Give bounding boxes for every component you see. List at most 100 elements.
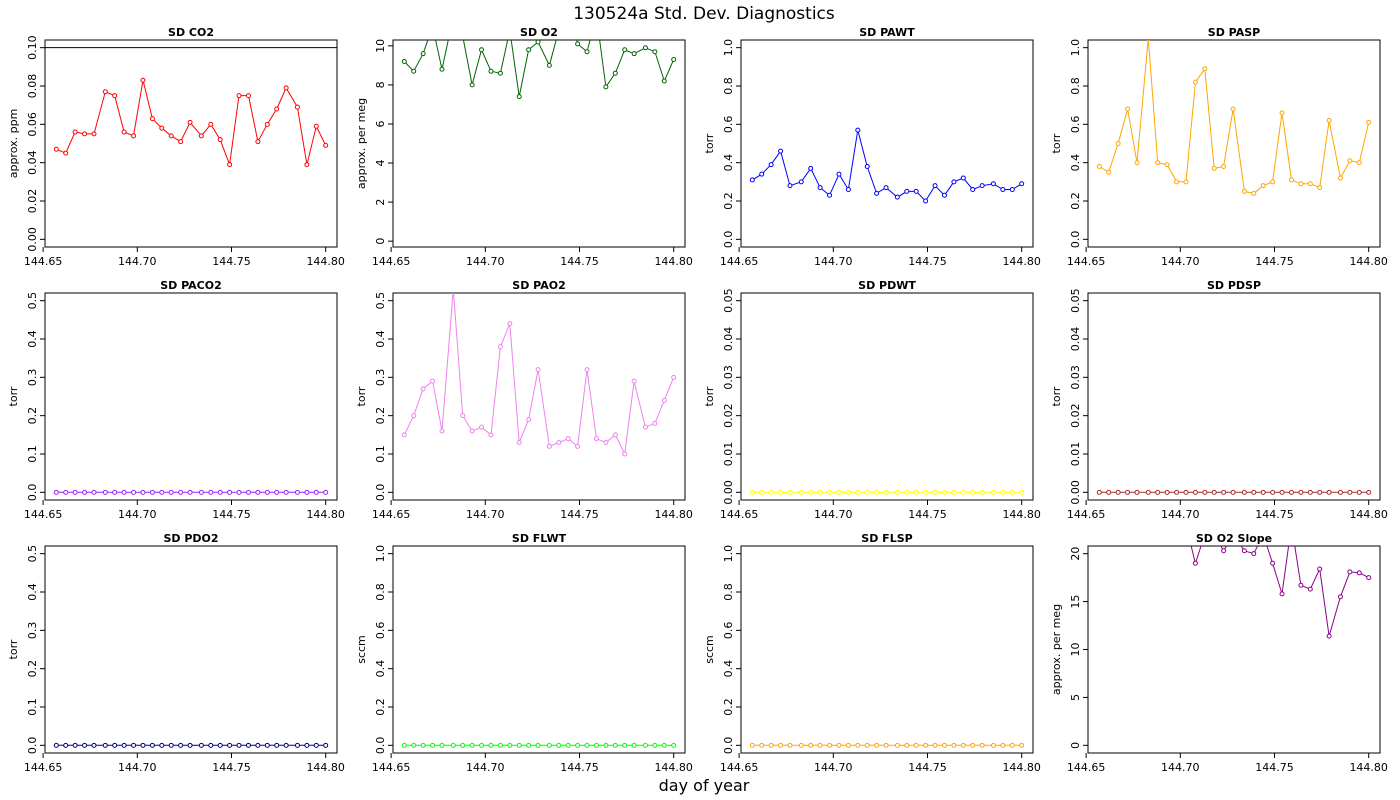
x-tick-label: 144.75 [212, 508, 251, 521]
y-tick-label: 0.05 [1069, 288, 1082, 313]
data-point [584, 742, 590, 748]
data-point [140, 742, 146, 748]
data-point [102, 89, 108, 95]
data-point [855, 742, 861, 748]
data-point [778, 148, 784, 154]
y-tick-label: 0.02 [26, 189, 39, 214]
data-point [913, 742, 919, 748]
data-point [1221, 164, 1227, 169]
panel-title: SD O2 Slope [1196, 532, 1272, 545]
data-point [874, 742, 880, 748]
data-point [1134, 489, 1140, 495]
data-point [1125, 489, 1131, 495]
data-point [208, 489, 214, 495]
x-tick-label: 144.65 [720, 508, 759, 521]
data-point [274, 489, 280, 495]
data-point [593, 742, 599, 748]
y-tick-label: 8 [374, 81, 387, 88]
plot-frame [1087, 545, 1381, 754]
plot-area [401, 293, 677, 457]
data-point [236, 93, 242, 99]
data-point [451, 15, 455, 19]
data-point [671, 57, 677, 63]
y-axis-label: approx. per meg [355, 98, 368, 189]
plot-area [1190, 546, 1372, 639]
data-point [874, 489, 880, 495]
data-point [1260, 183, 1266, 189]
data-point [255, 139, 261, 145]
data-point [497, 344, 503, 350]
data-point [401, 742, 407, 748]
data-point [469, 742, 475, 748]
data-point [159, 125, 165, 131]
data-point [1192, 79, 1198, 85]
data-point [749, 177, 755, 183]
data-point [913, 188, 919, 194]
y-tick-label: 0.04 [1069, 327, 1082, 352]
data-point [168, 133, 174, 139]
data-point [411, 68, 417, 74]
data-point [516, 742, 522, 748]
data-point [217, 742, 223, 748]
data-point [913, 489, 919, 495]
data-point [1307, 181, 1313, 187]
x-tick-label: 144.80 [1002, 761, 1041, 774]
data-point [932, 183, 938, 189]
data-point [63, 489, 69, 495]
y-tick-label: 1.0 [722, 39, 735, 57]
x-tick-label: 144.70 [466, 761, 505, 774]
data-point [430, 378, 436, 384]
data-point [864, 742, 870, 748]
y-tick-label: 20 [1069, 547, 1082, 561]
data-point [970, 742, 976, 748]
y-tick-label: 0.2 [26, 407, 39, 425]
data-point [652, 49, 658, 55]
y-tick-label: 0.5 [374, 292, 387, 310]
plot-area [53, 742, 329, 748]
data-point [612, 70, 618, 76]
data-point [970, 489, 976, 495]
data-point [1288, 177, 1294, 183]
data-point [283, 85, 289, 91]
data-point [1251, 489, 1257, 495]
data-point [778, 489, 784, 495]
data-point [546, 742, 552, 748]
data-point [1221, 548, 1227, 554]
data-point [575, 41, 581, 47]
data-point [149, 742, 155, 748]
data-point [313, 489, 319, 495]
x-tick-label: 144.80 [654, 255, 693, 268]
data-point [507, 742, 513, 748]
data-point [778, 742, 784, 748]
y-tick-label: 0.3 [26, 369, 39, 387]
data-point [960, 489, 966, 495]
data-point [836, 489, 842, 495]
data-point [1279, 110, 1285, 116]
data-point [1307, 489, 1313, 495]
y-axis-label: torr [7, 639, 20, 659]
data-point [460, 742, 466, 748]
data-point [1174, 179, 1180, 185]
panel-title: SD PASP [1208, 26, 1260, 39]
plot-area [53, 489, 329, 495]
y-tick-label: 15 [1069, 595, 1082, 609]
data-point [768, 162, 774, 168]
data-point [990, 181, 996, 187]
data-point [198, 742, 204, 748]
data-point [82, 489, 88, 495]
data-point [1211, 489, 1217, 495]
data-point [1298, 181, 1304, 187]
y-tick-label: 0.2 [722, 192, 735, 210]
data-point [864, 164, 870, 169]
y-tick-label: 0.04 [26, 150, 39, 175]
data-point [845, 489, 851, 495]
y-tick-label: 0.5 [26, 545, 39, 563]
data-point [420, 386, 426, 392]
x-tick-label: 144.75 [1255, 508, 1294, 521]
x-tick-label: 144.70 [1161, 255, 1200, 268]
y-tick-label: 0.8 [722, 583, 735, 601]
data-point [808, 742, 814, 748]
data-point [450, 742, 456, 748]
data-point [323, 142, 329, 148]
y-tick-label: 0.8 [1069, 77, 1082, 95]
